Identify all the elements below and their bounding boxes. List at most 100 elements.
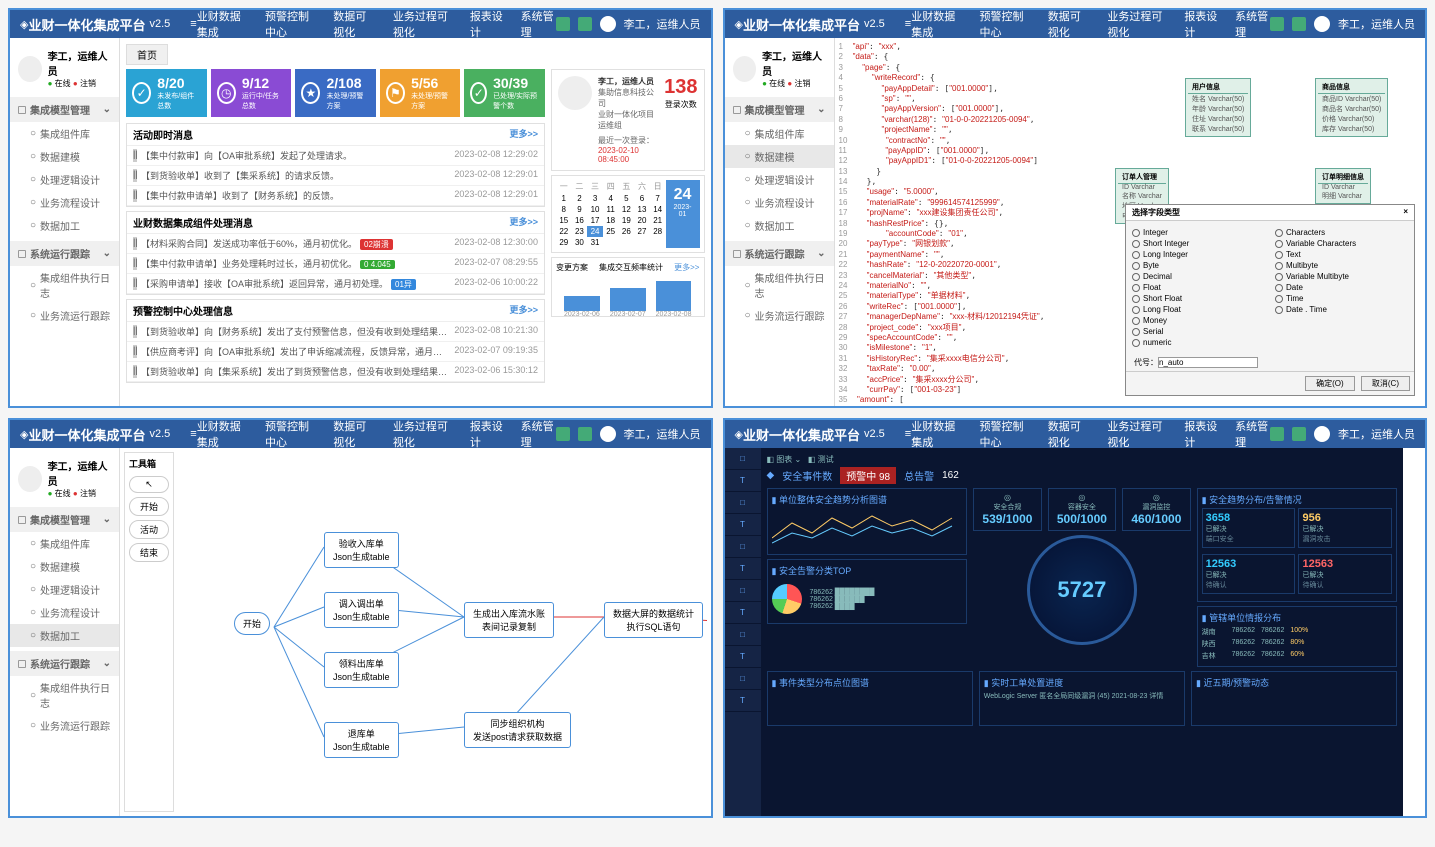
sidebar-item[interactable]: ○ 业务流程设计 (10, 191, 119, 214)
radio-option[interactable]: Short Float (1132, 293, 1265, 304)
radio-option[interactable]: Integer (1132, 227, 1265, 238)
sidebar-item[interactable]: ○ 处理逻辑设计 (725, 168, 834, 191)
sidebar-group-model[interactable]: 集成模型管理⌄ (10, 97, 119, 122)
nav-item[interactable]: 报表设计 (1184, 418, 1219, 450)
nav-item[interactable]: 业财数据集成 (911, 8, 963, 40)
flow-node[interactable]: 数据大屏的数据统计执行SQL语句 (604, 602, 703, 638)
avatar[interactable] (1314, 426, 1330, 442)
tool-icon[interactable]: □ (725, 448, 761, 470)
radio-option[interactable]: Multibyte (1275, 260, 1408, 271)
radio-option[interactable]: Variable Multibyte (1275, 271, 1408, 282)
close-icon[interactable]: × (1403, 207, 1408, 218)
sidebar-item[interactable]: ○ 业务流运行跟踪 (10, 714, 119, 737)
hamburger-icon[interactable]: ◈ (735, 428, 743, 441)
radio-option[interactable]: Time (1275, 293, 1408, 304)
radio-option[interactable]: Serial (1132, 326, 1265, 337)
list-item[interactable]: ||【集中付款申请单】收到了【财务系统】的反馈。2023-02-08 12:29… (127, 186, 544, 206)
nav-item[interactable]: 报表设计 (470, 8, 505, 40)
tool-icon[interactable]: T (725, 690, 761, 712)
tool-icon[interactable]: T (725, 646, 761, 668)
radio-option[interactable]: Text (1275, 249, 1408, 260)
list-item[interactable]: ||【到货验收单】向【财务系统】发出了支付预警信息，但没有收到处理结果反馈。02… (127, 322, 544, 342)
toolbox-item[interactable]: 开始 (129, 497, 169, 516)
sidebar-item[interactable]: ○ 数据加工 (725, 214, 834, 237)
sidebar-item[interactable]: ○ 数据建模 (10, 145, 119, 168)
tool-icon[interactable]: T (725, 514, 761, 536)
sidebar-item[interactable]: ○ 处理逻辑设计 (10, 168, 119, 191)
nav-item[interactable]: 业务过程可视化 (1107, 418, 1168, 450)
tool-icon[interactable]: T (725, 602, 761, 624)
radio-option[interactable]: Float (1132, 282, 1265, 293)
list-item[interactable]: ||【到货验收单】向【集采系统】发出了到货预警信息，但没有收到处理结果反馈。01… (127, 362, 544, 382)
more-link[interactable]: 更多>> (674, 262, 699, 273)
notif-icon[interactable] (578, 17, 592, 31)
sidebar-item[interactable]: ○ 数据建模 (725, 145, 834, 168)
cancel-button[interactable]: 取消(C) (1361, 376, 1410, 391)
radio-option[interactable]: Date . Time (1275, 304, 1408, 315)
avatar[interactable] (600, 16, 616, 32)
sidebar-item[interactable]: ○ 业务流程设计 (10, 601, 119, 624)
ok-button[interactable]: 确定(O) (1305, 376, 1355, 391)
more-link[interactable]: 更多>> (509, 215, 538, 230)
sidebar-item[interactable]: ○ 集成组件库 (10, 532, 119, 555)
metric-card[interactable]: ◷9/12运行中/任务总数 (211, 69, 292, 117)
sidebar-item[interactable]: ○ 数据建模 (10, 555, 119, 578)
radio-option[interactable]: Money (1132, 315, 1265, 326)
nav-item[interactable]: 数据可视化 (1048, 8, 1092, 40)
nav-item[interactable]: 系统管理 (1235, 8, 1270, 40)
tool-icon[interactable]: □ (725, 536, 761, 558)
hamburger-icon[interactable]: ◈ (20, 18, 28, 31)
toolbox-item[interactable]: 结束 (129, 543, 169, 562)
metric-card[interactable]: ✓8/20未发布/组件总数 (126, 69, 207, 117)
erd-entity[interactable]: 订单明细信息ID Varchar明细 Varchar (1315, 168, 1371, 204)
hamburger-icon[interactable]: ◈ (20, 428, 28, 441)
radio-option[interactable]: Short Integer (1132, 238, 1265, 249)
tool-icon[interactable]: T (725, 558, 761, 580)
nav-item[interactable]: 业财数据集成 (911, 418, 963, 450)
radio-option[interactable]: Date (1275, 282, 1408, 293)
nav-item[interactable]: 预警控制中心 (265, 418, 317, 450)
more-link[interactable]: 更多>> (509, 303, 538, 318)
nav-item[interactable]: 数据可视化 (1048, 418, 1092, 450)
flow-node[interactable]: 同步组织机构发送post请求获取数据 (464, 712, 571, 748)
avatar[interactable] (1314, 16, 1330, 32)
flow-node[interactable]: 开始 (234, 612, 270, 635)
more-link[interactable]: 更多>> (509, 127, 538, 142)
sidebar-item[interactable]: ○ 集成组件执行日志 (10, 266, 119, 304)
erd-entity[interactable]: 商品信息商品ID Varchar(50)商品名 Varchar(50)价格 Va… (1315, 78, 1388, 137)
nav-item[interactable]: 业财数据集成 (197, 8, 249, 40)
radio-option[interactable]: Decimal (1132, 271, 1265, 282)
list-item[interactable]: ||【集中付款审】向【OA审批系统】发起了处理请求。2023-02-08 12:… (127, 146, 544, 166)
tab-test[interactable]: 测试 (818, 455, 834, 464)
radio-option[interactable]: Variable Characters (1275, 238, 1408, 249)
toolbox-item[interactable]: ↖ (129, 476, 169, 493)
avatar[interactable] (600, 426, 616, 442)
flow-canvas[interactable]: 开始验收入库单Json生成table调入调出单Json生成table领料出库单J… (174, 452, 707, 812)
sidebar-item[interactable]: ○ 业务流程设计 (725, 191, 834, 214)
tool-icon[interactable]: □ (725, 580, 761, 602)
tool-icon[interactable]: □ (725, 492, 761, 514)
tab-chart[interactable]: 图表 (776, 455, 792, 464)
sidebar-item[interactable]: ○ 数据加工 (10, 214, 119, 237)
metric-card[interactable]: ⚑5/56未处理/预警方案 (380, 69, 461, 117)
list-item[interactable]: ||【到货验收单】收到了【集采系统】的请求反馈。2023-02-08 12:29… (127, 166, 544, 186)
sidebar-item[interactable]: ○ 处理逻辑设计 (10, 578, 119, 601)
flow-node[interactable]: 调入调出单Json生成table (324, 592, 399, 628)
nav-item[interactable]: 业务过程可视化 (393, 8, 454, 40)
list-item[interactable]: ||【材料采购合同】发送成功率低于60%，通月初优化。02崩溃2023-02-0… (127, 234, 544, 254)
hamburger-icon[interactable]: ◈ (735, 18, 743, 31)
nav-item[interactable]: 数据可视化 (333, 418, 377, 450)
sidebar-group-track[interactable]: 系统运行跟踪⌄ (10, 241, 119, 266)
nav-item[interactable]: 数据可视化 (333, 8, 377, 40)
radio-option[interactable]: Long Integer (1132, 249, 1265, 260)
sidebar-item[interactable]: ○ 集成组件库 (10, 122, 119, 145)
nav-item[interactable]: 报表设计 (470, 418, 505, 450)
nav-item[interactable]: 业务过程可视化 (1107, 8, 1168, 40)
erd-entity[interactable]: 用户信息姓名 Varchar(50)年龄 Varchar(50)住址 Varch… (1185, 78, 1251, 137)
flow-node[interactable]: 生成出入库流水账表间记录复制 (464, 602, 554, 638)
list-item[interactable]: ||【集中付款申请单】业务处理耗时过长，通月初优化。0 4.0452023-02… (127, 254, 544, 274)
nav-item[interactable]: 系统管理 (521, 418, 556, 450)
sidebar-item[interactable]: ○ 业务流运行跟踪 (10, 304, 119, 327)
sidebar-item[interactable]: ○ 集成组件库 (725, 122, 834, 145)
nav-item[interactable]: 业财数据集成 (197, 418, 249, 450)
